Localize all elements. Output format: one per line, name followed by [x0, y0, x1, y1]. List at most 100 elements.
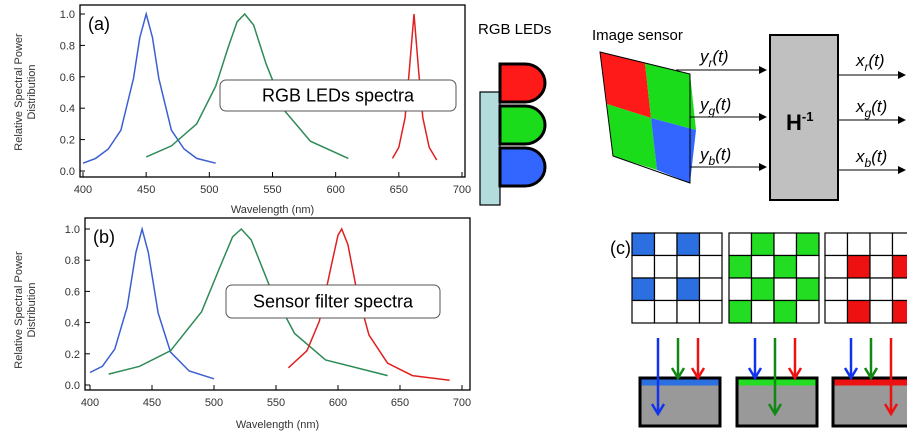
y-axis-label: Relative Spectral Power — [13, 251, 25, 369]
matrix-sup: -1 — [802, 109, 814, 124]
blue-led — [500, 148, 545, 186]
signal-label: yg(t) — [699, 95, 731, 118]
x-tick-label: 550 — [267, 397, 285, 409]
signal-arg: (t) — [715, 145, 731, 164]
filter-cell — [848, 301, 871, 324]
filter-cell — [752, 278, 775, 301]
filter-cell — [632, 278, 655, 301]
y-tick-label: 0.8 — [60, 40, 75, 52]
filter-cell — [870, 278, 893, 301]
filter-cell — [825, 301, 848, 324]
filter-cell — [774, 301, 797, 324]
filter-cell — [752, 233, 775, 256]
signal-arg: (t) — [715, 95, 731, 114]
signal-var: x — [855, 51, 865, 70]
filter-cell — [797, 233, 820, 256]
filter-cell — [848, 278, 871, 301]
x-tick-label: 650 — [390, 184, 408, 196]
signal-var: x — [855, 97, 865, 116]
filter-cell — [655, 256, 678, 279]
signal-label: yr(t) — [699, 47, 729, 70]
spectrum-line — [90, 229, 214, 379]
filter-cell — [870, 256, 893, 279]
panel-label: (b) — [93, 227, 115, 247]
led-holder — [480, 92, 500, 205]
filter-cell — [797, 301, 820, 324]
y-tick-label: 0.4 — [60, 103, 75, 115]
filter-cell — [825, 233, 848, 256]
sensor-label: Image sensor — [592, 27, 683, 44]
matrix-base: H — [786, 110, 802, 135]
filter-cell — [774, 233, 797, 256]
filter-cell — [752, 256, 775, 279]
annotation: Sensor filter spectra — [253, 292, 414, 312]
x-tick-label: 600 — [326, 184, 344, 196]
filter-cell — [729, 233, 752, 256]
filter-cell — [893, 278, 907, 301]
pixel-filter — [739, 380, 816, 386]
x-tick-label: 550 — [263, 184, 281, 196]
pixel-filter — [642, 380, 719, 386]
signal-label: yb(t) — [699, 145, 731, 168]
y-tick-label: 1.0 — [65, 224, 80, 236]
annotation: RGB LEDs spectra — [262, 86, 415, 106]
y-tick-label: 0.8 — [65, 255, 80, 267]
filter-cell — [700, 256, 723, 279]
filter-cell — [729, 256, 752, 279]
x-axis-label: Wavelength (nm) — [236, 419, 319, 431]
filter-cell — [893, 256, 907, 279]
y-tick-label: 0.6 — [60, 72, 75, 84]
filter-cell — [700, 233, 723, 256]
filter-cell — [797, 256, 820, 279]
x-tick-label: 700 — [453, 397, 471, 409]
filter-cell — [677, 233, 700, 256]
spectrum-line — [83, 14, 216, 163]
signal-label: xr(t) — [855, 51, 885, 74]
filter-cell — [729, 278, 752, 301]
filter-cell — [752, 301, 775, 324]
x-tick-label: 500 — [205, 397, 223, 409]
x-tick-label: 400 — [81, 397, 99, 409]
x-tick-label: 700 — [453, 184, 471, 196]
filter-cell — [655, 233, 678, 256]
y-tick-label: 0.6 — [65, 286, 80, 298]
filter-cell — [774, 256, 797, 279]
x-tick-label: 650 — [391, 397, 409, 409]
signal-arg: (t) — [871, 97, 887, 116]
filter-cell — [632, 256, 655, 279]
filter-cell — [677, 256, 700, 279]
signal-label: xg(t) — [855, 97, 887, 120]
y-tick-label: 0.2 — [60, 135, 75, 147]
filter-cell — [848, 233, 871, 256]
signal-var: x — [855, 147, 865, 166]
signal-arg: (t) — [871, 147, 887, 166]
figure: RGB LEDs Image sensor H-1 (c) yr(t)yg(t)… — [0, 0, 907, 440]
filter-cell — [729, 301, 752, 324]
leds-label: RGB LEDs — [478, 21, 551, 38]
filter-cell — [870, 301, 893, 324]
filter-cell — [870, 233, 893, 256]
filter-cell — [700, 278, 723, 301]
y-axis-label: Relative Spectral Power — [13, 33, 25, 151]
x-tick-label: 500 — [200, 184, 218, 196]
y-tick-label: 0.0 — [65, 380, 80, 392]
filter-cell — [632, 301, 655, 324]
red-led — [500, 64, 545, 102]
filter-cell — [797, 278, 820, 301]
filter-cell — [825, 278, 848, 301]
filter-cell — [700, 301, 723, 324]
filter-cell — [774, 278, 797, 301]
filter-cell — [848, 256, 871, 279]
x-tick-label: 450 — [143, 397, 161, 409]
panel-label: (a) — [88, 14, 110, 34]
filter-cell — [677, 278, 700, 301]
pixel-filter — [835, 380, 907, 386]
signal-arg: (t) — [869, 51, 885, 70]
x-axis-label: Wavelength (nm) — [231, 204, 314, 216]
y-tick-label: 1.0 — [60, 9, 75, 21]
green-led — [500, 106, 545, 144]
filter-cell — [825, 256, 848, 279]
y-tick-label: 0.0 — [60, 166, 75, 178]
y-tick-label: 0.4 — [65, 318, 80, 330]
filter-cell — [893, 233, 907, 256]
